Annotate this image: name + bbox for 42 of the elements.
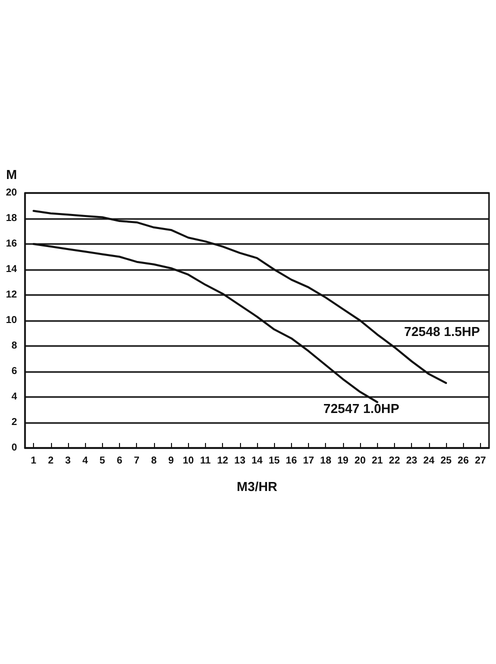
y-tick-label: 4: [11, 392, 18, 402]
x-tick-label: 13: [234, 456, 246, 466]
x-tick-label: 4: [82, 456, 88, 466]
x-tick-label: 11: [200, 456, 212, 466]
y-tick-label: 14: [6, 264, 18, 275]
x-tick-label: 8: [151, 456, 158, 466]
y-tick-label: 0: [11, 442, 18, 454]
x-tick-label: 2: [48, 456, 54, 466]
series-label: 72548 1.5HP: [404, 324, 480, 339]
x-tick-label: 6: [116, 456, 123, 466]
series-label: 72547 1.0HP: [323, 401, 400, 416]
y-tick-label: 8: [11, 340, 18, 352]
x-axis-title: M3/HR: [236, 479, 278, 494]
y-tick-label: 2: [11, 417, 18, 428]
x-tick-label: 1: [30, 456, 37, 466]
x-tick-label: 21: [372, 456, 384, 466]
x-tick-label: 19: [337, 456, 349, 466]
x-tick-label: 16: [286, 456, 298, 466]
x-tick-label: 20: [354, 456, 366, 466]
x-tick-label: 25: [440, 456, 452, 466]
y-tick-label: 18: [6, 213, 18, 224]
x-tick-label: 27: [474, 456, 486, 466]
x-tick-label: 26: [458, 456, 470, 466]
y-tick-label: 12: [6, 290, 18, 300]
x-tick-label: 5: [100, 456, 106, 466]
x-tick-label: 23: [406, 456, 418, 466]
x-tick-label: 9: [168, 456, 174, 466]
x-tick-label: 18: [320, 456, 332, 466]
y-tick-label: 10: [6, 315, 18, 326]
y-tick-label: 16: [6, 238, 18, 250]
x-tick-label: 15: [268, 456, 280, 466]
x-tick-label: 14: [251, 456, 263, 466]
y-tick-label: 6: [11, 366, 18, 377]
x-tick-label: 22: [388, 456, 400, 466]
x-tick-label: 12: [217, 456, 229, 466]
x-tick-label: 3: [65, 456, 72, 466]
x-tick-label: 10: [182, 456, 194, 466]
y-axis-title: M: [6, 167, 17, 182]
x-tick-label: 17: [302, 456, 315, 466]
x-tick-label: 7: [134, 456, 140, 466]
y-tick-label: 20: [6, 188, 18, 198]
x-tick-label: 24: [423, 456, 435, 466]
